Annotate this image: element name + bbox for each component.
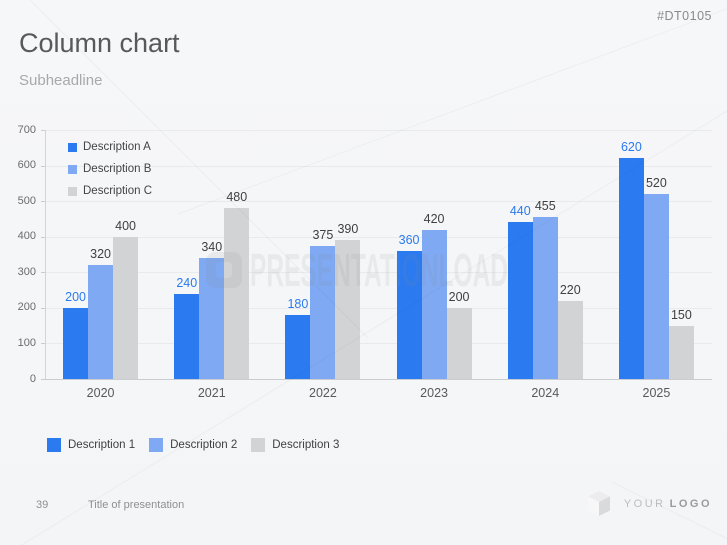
- y-axis-label: 100: [17, 336, 36, 349]
- bar-2022-series3: [335, 240, 361, 379]
- bar-2020-series2: [88, 265, 114, 379]
- legend-label: Description 2: [170, 439, 238, 451]
- legend-item: Description C: [68, 180, 152, 202]
- value-label: 390: [337, 222, 359, 237]
- value-label: 200: [448, 289, 470, 304]
- legend-swatch: [68, 186, 77, 196]
- x-axis-label: 2024: [531, 386, 560, 400]
- legend-label: Description A: [83, 141, 151, 153]
- page-subtitle: Subheadline: [19, 72, 103, 89]
- legend-label: Description B: [83, 163, 152, 175]
- y-axis-label: 500: [17, 194, 36, 207]
- y-axis-label: 400: [17, 230, 36, 243]
- bar-2024-series1: [507, 222, 533, 379]
- x-axis-line: [45, 379, 712, 380]
- bar-2023-series2: [421, 229, 447, 379]
- x-axis-label: 2022: [309, 386, 337, 400]
- value-label: 180: [287, 296, 309, 311]
- bar-2022-series1: [285, 314, 311, 379]
- legend-swatch: [68, 164, 77, 174]
- bar-2023-series1: [396, 250, 422, 379]
- y-axis-label: 200: [17, 301, 36, 314]
- y-axis-tick: [41, 236, 45, 238]
- y-axis-tick: [41, 201, 45, 203]
- footer-presentation-title: Title of presentation: [88, 499, 185, 511]
- bar-2020-series1: [63, 307, 89, 379]
- placeholder-logo: YOUR LOGO: [586, 490, 712, 517]
- y-axis-label: 700: [17, 123, 36, 136]
- cube-logo-icon: [587, 491, 610, 516]
- bar-2024-series3: [557, 300, 583, 379]
- bar-2025-series1: [618, 158, 644, 379]
- legend-item: Description B: [68, 158, 152, 180]
- x-axis-label: 2023: [420, 386, 448, 400]
- bar-2024-series2: [532, 217, 558, 379]
- bar-2025-series2: [643, 194, 669, 379]
- value-label: 375: [312, 227, 334, 242]
- y-axis-tick: [41, 379, 45, 380]
- legend-swatch-series2: [149, 438, 164, 452]
- value-label: 440: [509, 204, 531, 219]
- gridline: [45, 165, 712, 167]
- y-axis-label: 600: [17, 159, 36, 172]
- value-label: 340: [201, 240, 223, 255]
- y-axis-label: 300: [17, 265, 36, 278]
- value-label: 480: [226, 190, 248, 205]
- y-axis-tick: [41, 130, 45, 131]
- legend-swatch-series1: [47, 438, 61, 452]
- value-label: 150: [670, 307, 692, 322]
- y-axis-tick: [41, 307, 45, 309]
- bar-2021-series3: [224, 208, 250, 379]
- y-axis-line: [45, 130, 46, 379]
- gridline: [45, 343, 712, 345]
- x-axis-label: 2020: [86, 386, 115, 400]
- gridline: [45, 272, 712, 274]
- logo-text: YOUR LOGO: [623, 497, 712, 510]
- x-axis-label: 2021: [197, 386, 226, 400]
- legend-swatch-series3: [251, 438, 266, 452]
- gridline: [45, 201, 712, 203]
- bar-2022-series2: [310, 245, 336, 379]
- template-id-code: #DT0105: [657, 9, 712, 23]
- gridline: [45, 307, 712, 309]
- bar-2021-series1: [174, 293, 200, 379]
- legend-item: Description 2: [149, 438, 237, 452]
- value-label: 520: [645, 176, 667, 191]
- legend-item: Description A: [68, 136, 152, 158]
- legend-label: Description C: [83, 185, 153, 197]
- y-axis-label: 0: [29, 372, 36, 385]
- bar-2021-series2: [199, 258, 225, 379]
- legend-item: Description 3: [251, 438, 339, 452]
- y-axis-tick: [41, 165, 45, 167]
- gridline: [45, 130, 712, 131]
- page-title: Column chart: [19, 28, 180, 58]
- legend-label: Description 3: [272, 439, 340, 451]
- value-label: 620: [620, 140, 642, 155]
- x-axis-label: 2025: [642, 386, 671, 400]
- value-label: 455: [534, 199, 556, 214]
- bar-2025-series3: [668, 325, 694, 379]
- footer-page-number: 39: [36, 499, 49, 511]
- value-label: 320: [90, 247, 111, 262]
- value-label: 420: [423, 211, 445, 226]
- legend-label: Description 1: [68, 439, 136, 451]
- value-label: 200: [65, 289, 86, 304]
- value-label: 400: [115, 218, 136, 233]
- value-label: 220: [559, 282, 581, 297]
- legend-item: Description 1: [47, 438, 135, 452]
- chart-legend-inside: Description A Description B Description C: [68, 136, 152, 202]
- value-label: 360: [398, 232, 420, 247]
- y-axis-tick: [41, 343, 45, 345]
- chart-legend-bottom: Description 1 Description 2 Description …: [47, 438, 353, 452]
- bar-2023-series3: [446, 307, 472, 379]
- gridline: [45, 236, 712, 238]
- value-label: 240: [176, 275, 198, 290]
- y-axis-tick: [41, 272, 45, 274]
- bar-2020-series3: [113, 236, 139, 379]
- legend-swatch: [68, 142, 77, 152]
